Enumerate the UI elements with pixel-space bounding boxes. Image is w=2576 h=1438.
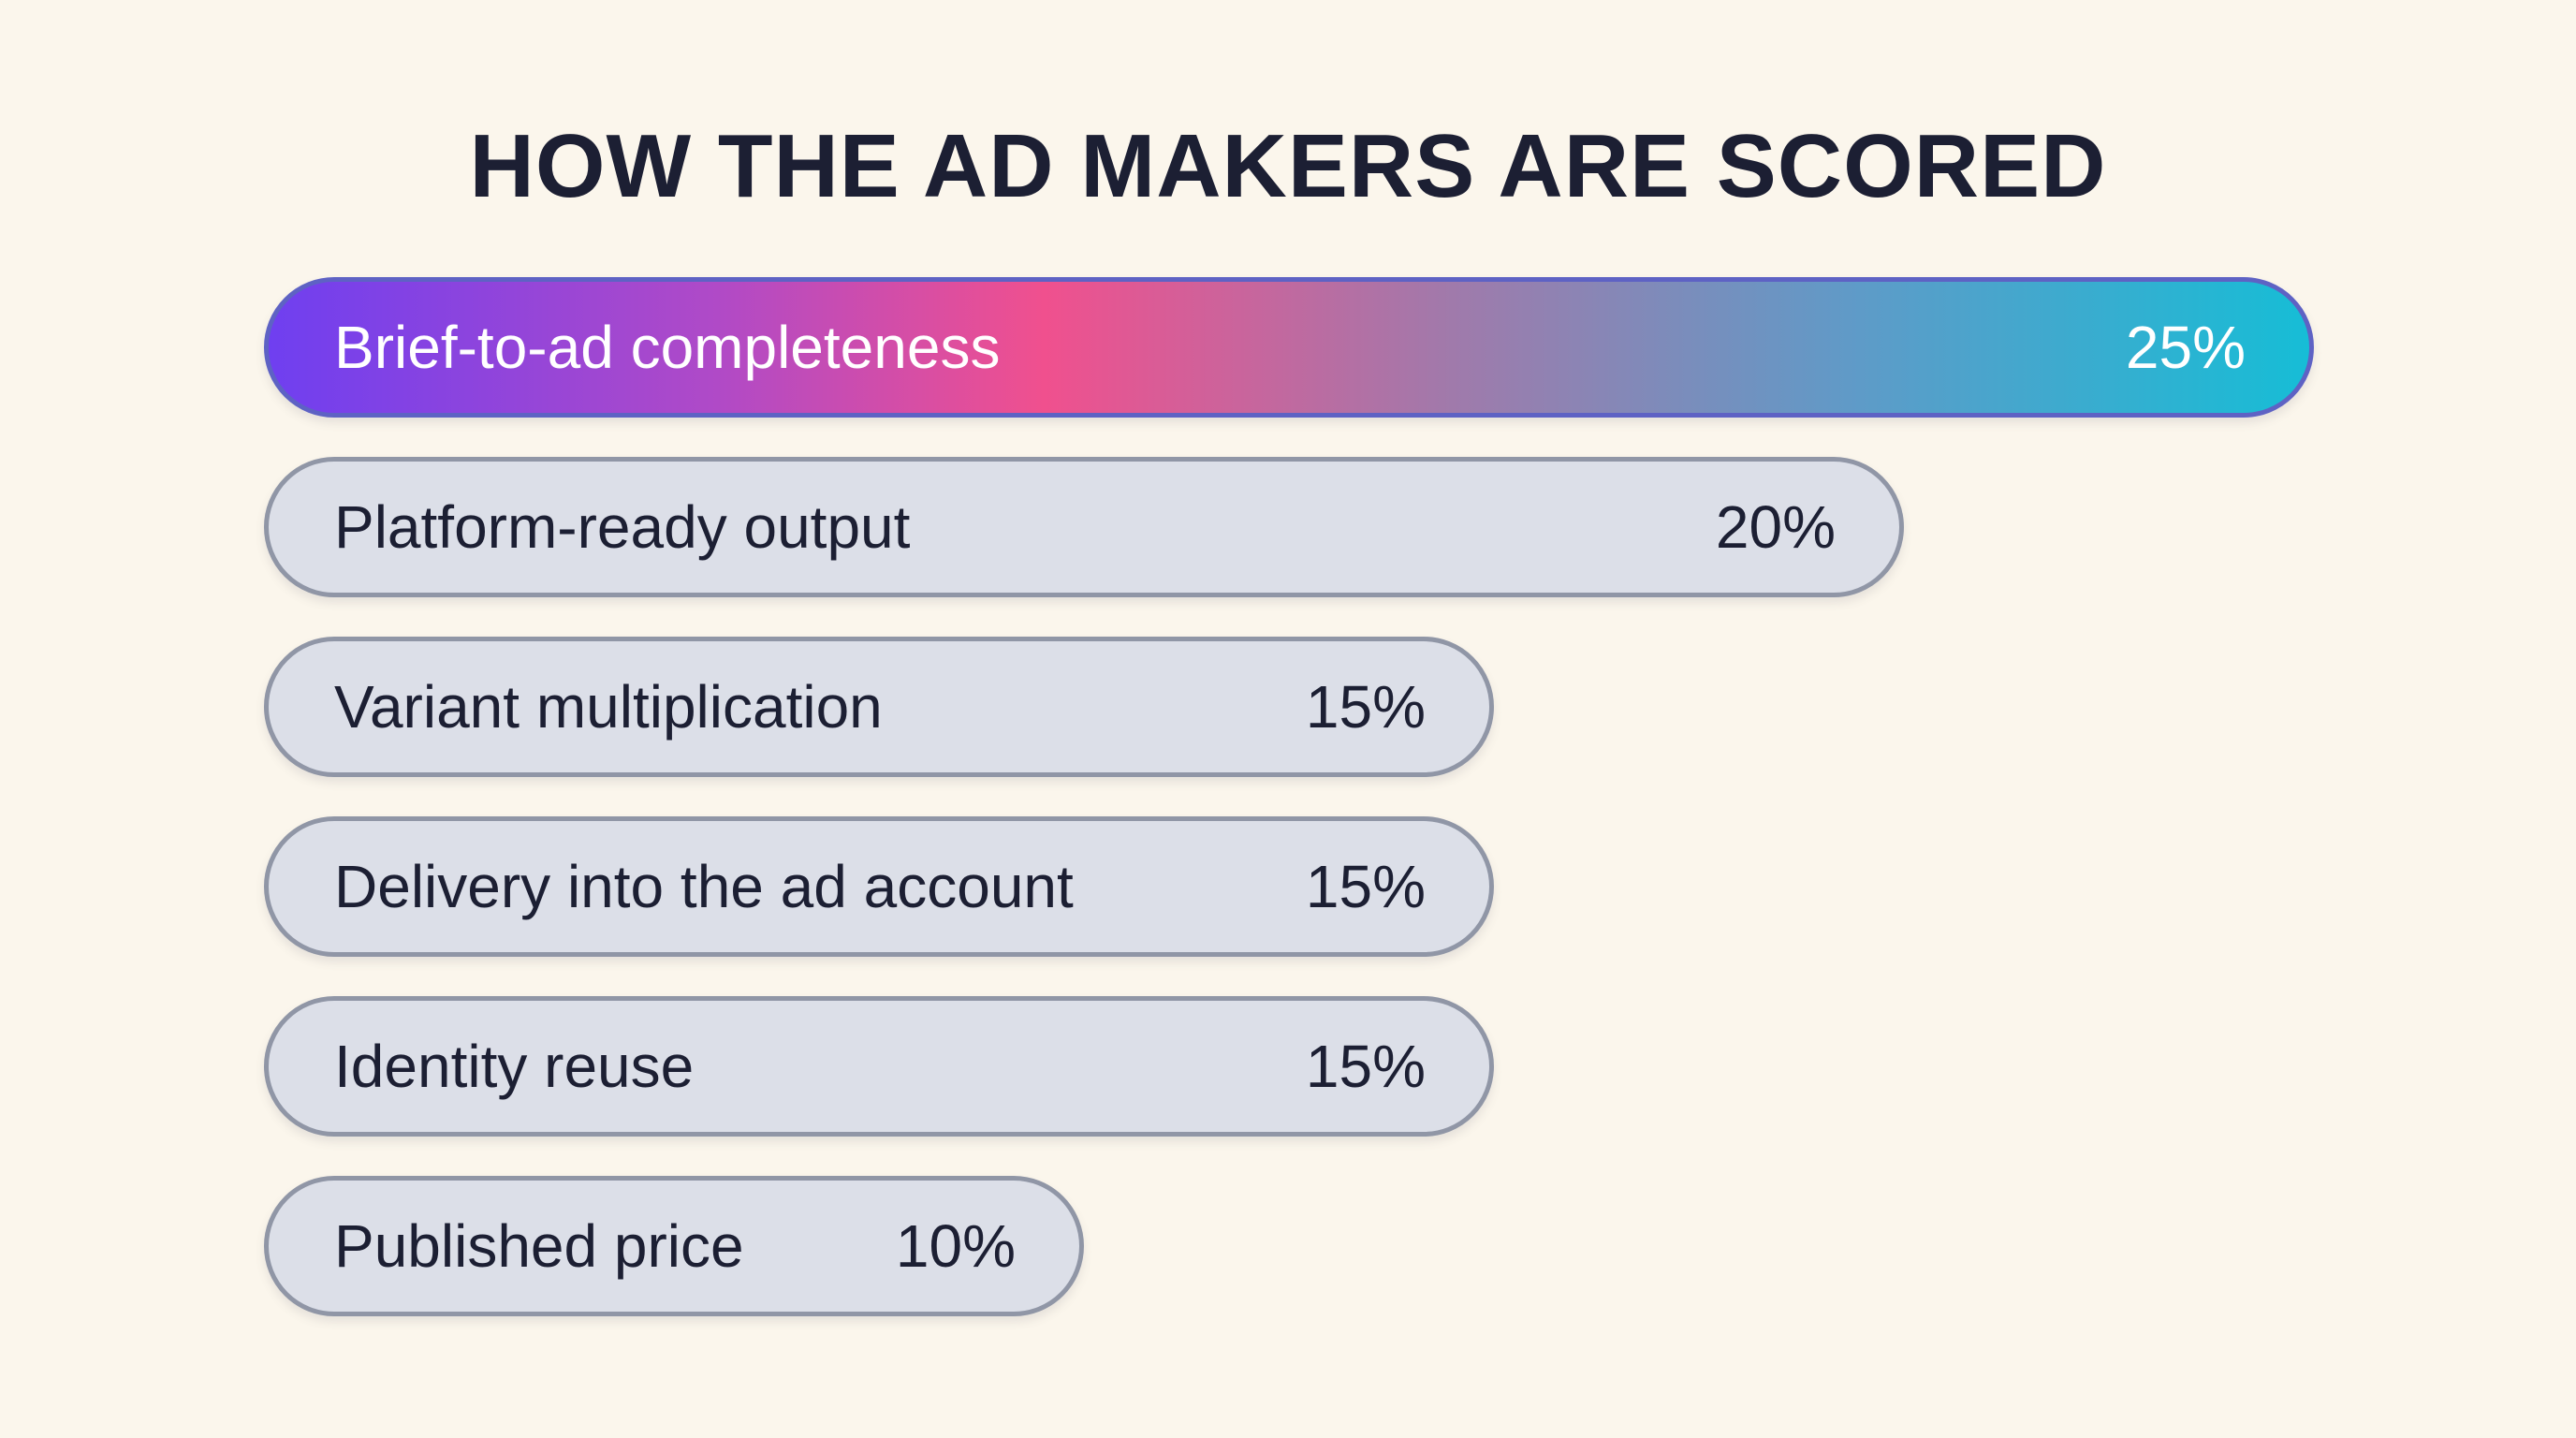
bar-value-label: 15% (1305, 853, 1426, 920)
bar-value-label: 25% (2125, 314, 2246, 381)
bar-published-price: Published price 10% (264, 1176, 1084, 1316)
bar-label: Published price (334, 1212, 744, 1280)
bar-label: Identity reuse (334, 1033, 695, 1100)
bar-identity-reuse: Identity reuse 15% (264, 996, 1494, 1137)
bar-value-label: 10% (895, 1212, 1016, 1280)
bar-label: Delivery into the ad account (334, 853, 1074, 920)
bar-label: Variant multiplication (334, 673, 883, 741)
bar-brief-to-ad-completeness: Brief-to-ad completeness 25% (264, 277, 2314, 418)
bar-delivery-into-the-ad-account: Delivery into the ad account 15% (264, 816, 1494, 957)
bar-variant-multiplication: Variant multiplication 15% (264, 637, 1494, 777)
bar-platform-ready-output: Platform-ready output 20% (264, 457, 1904, 597)
bar-label: Brief-to-ad completeness (334, 314, 1001, 381)
chart-title: HOW THE AD MAKERS ARE SCORED (469, 116, 2107, 216)
bar-value-label: 15% (1305, 1033, 1426, 1100)
bar-value-label: 15% (1305, 673, 1426, 741)
bar-value-label: 20% (1715, 493, 1836, 561)
bar-label: Platform-ready output (334, 493, 911, 561)
